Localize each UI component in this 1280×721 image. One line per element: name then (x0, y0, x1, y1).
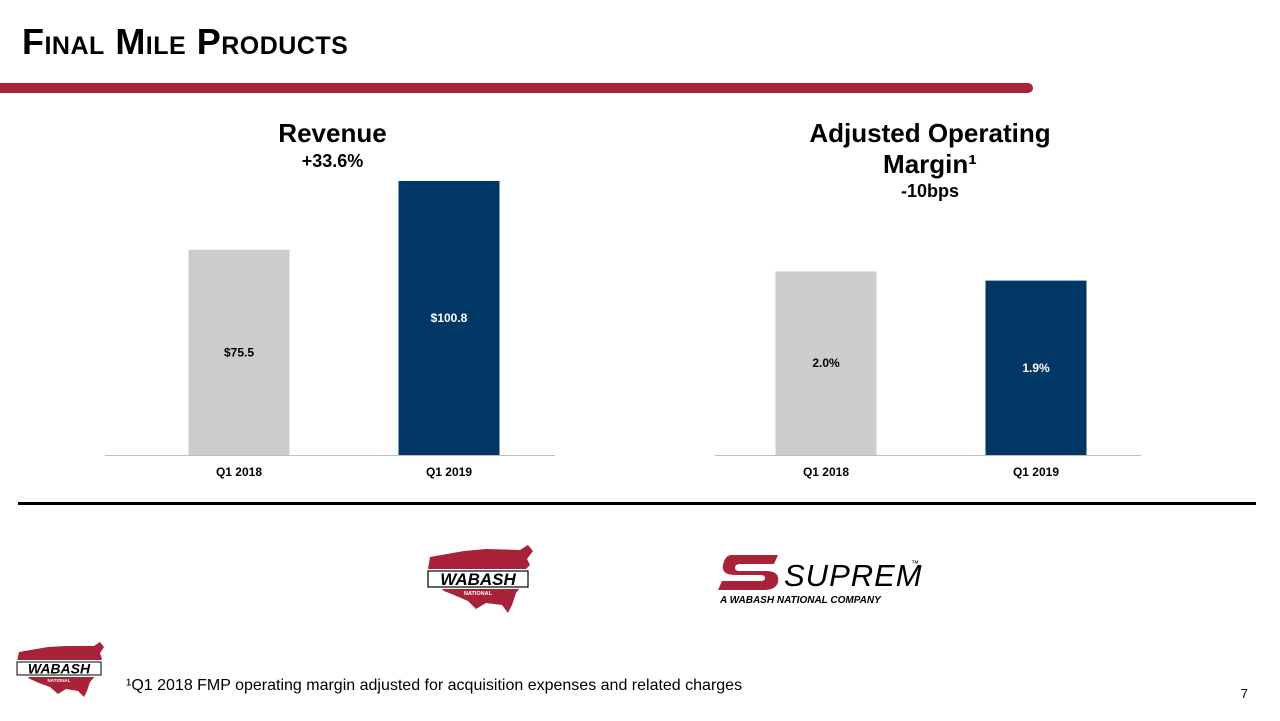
margin-tick-label-1: Q1 2018 (803, 465, 849, 479)
wabash-logo-word: WABASH (440, 570, 516, 589)
revenue-chart-title: Revenue (278, 118, 387, 148)
section-divider (18, 502, 1256, 505)
wabash-corner-sub: NATIONAL (48, 678, 71, 683)
margin-chart: Adjusted Operating Margin¹ -10bps 2.0% Q1… (715, 110, 1145, 495)
wabash-national-logo: WABASH NATIONAL (426, 545, 533, 613)
margin-bar-1 (775, 271, 877, 455)
wabash-corner-word: WABASH (28, 661, 91, 677)
revenue-tick-label-2: Q1 2019 (426, 465, 472, 479)
margin-chart-plot: 2.0% Q1 2018 1.9% Q1 2019 (715, 271, 1141, 479)
supreme-logo: SUPREME ™ A WABASH NATIONAL COMPANY (718, 555, 923, 606)
margin-tick-label-2: Q1 2019 (1013, 465, 1059, 479)
margin-chart-title-line-1: Adjusted Operating (809, 118, 1051, 148)
wabash-corner-logo: WABASH NATIONAL (15, 642, 104, 697)
revenue-chart: Revenue +33.6% $75.5 Q1 2018 $100.8 Q1 2019 (105, 110, 560, 495)
revenue-bar-1 (188, 249, 290, 455)
revenue-tick-label-1: Q1 2018 (216, 465, 262, 479)
footnote: ¹Q1 2018 FMP operating margin adjusted f… (126, 677, 743, 694)
revenue-data-label-2: $100.8 (431, 311, 468, 325)
margin-chart-subtitle: -10bps (900, 181, 960, 201)
supreme-logo-tagline: A WABASH NATIONAL COMPANY (719, 595, 882, 606)
title-accent-bar (0, 83, 1033, 93)
revenue-chart-plot: $75.5 Q1 2018 $100.8 Q1 2019 (105, 181, 555, 479)
margin-data-label-1: 2.0% (812, 356, 840, 370)
page-number: 7 (1240, 686, 1248, 701)
supreme-logo-tm: ™ (911, 559, 919, 568)
revenue-data-label-1: $75.5 (224, 345, 254, 359)
margin-data-label-2: 1.9% (1022, 361, 1050, 375)
margin-chart-title-line-2: Margin¹ (883, 149, 977, 179)
revenue-bar-2 (398, 181, 500, 455)
margin-bar-2 (985, 280, 1087, 455)
wabash-logo-sub: NATIONAL (464, 591, 493, 597)
supreme-logo-word: SUPREME (784, 558, 923, 593)
revenue-chart-subtitle: +33.6% (301, 151, 364, 171)
page-title: Final Mile Products (22, 21, 349, 62)
